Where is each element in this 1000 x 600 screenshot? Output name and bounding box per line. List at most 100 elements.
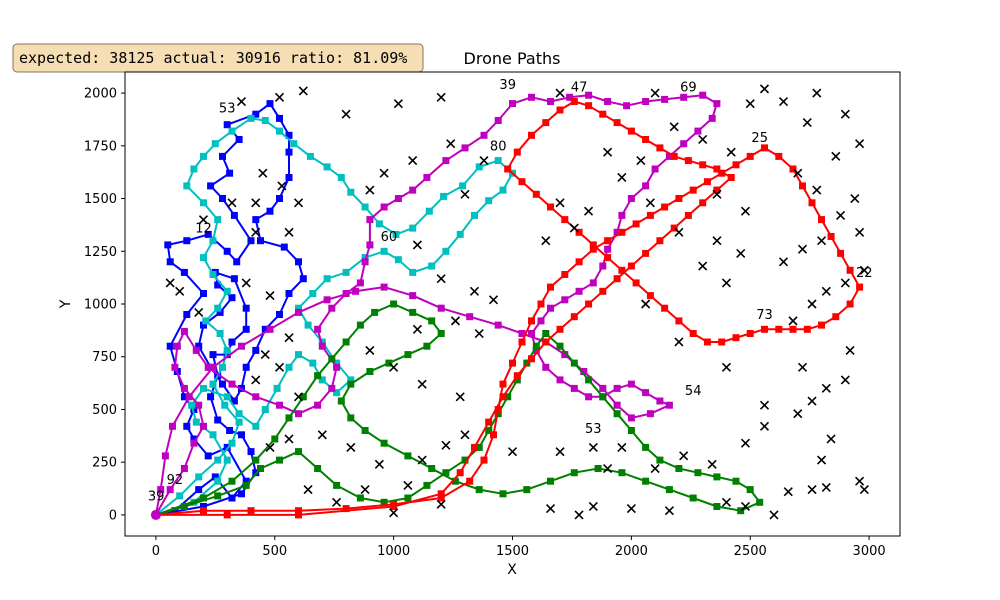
waypoint-marker [337,174,345,181]
unvisited-point [507,447,518,457]
waypoint-marker [642,389,650,397]
unvisited-point [603,463,613,474]
y-tick-label: 250 [92,456,117,471]
unvisited-point [236,96,247,107]
waypoint-marker [190,435,198,443]
waypoint-marker [223,393,231,401]
waypoint-marker [361,203,369,211]
waypoint-marker [333,481,341,489]
x-tick-label: 1000 [377,544,410,559]
unvisited-point [545,504,556,514]
waypoint-marker [209,351,217,359]
waypoint-marker [661,95,669,103]
waypoint-marker [425,207,433,215]
waypoint-marker [323,275,331,283]
unvisited-point [641,299,651,309]
waypoint-marker [684,157,692,165]
waypoint-marker [623,102,631,110]
waypoint-marker [361,427,369,434]
waypoint-marker [599,262,607,270]
unvisited-point [227,198,237,208]
waypoint-marker [518,178,526,186]
waypoint-marker [214,416,222,424]
waypoint-marker [276,401,283,409]
unvisited-point [265,290,275,301]
waypoint-marker [409,186,417,194]
waypoint-marker [409,308,417,316]
waypoint-marker [818,321,825,329]
waypoint-marker [575,287,583,295]
waypoint-marker [285,290,293,297]
waypoint-marker [276,311,283,318]
waypoint-marker [171,507,179,515]
waypoint-marker [342,505,350,513]
waypoint-marker [613,119,621,127]
waypoint-marker [808,199,816,207]
waypoint-marker [618,211,626,219]
unvisited-point [450,316,461,326]
unvisited-point [274,92,285,102]
waypoint-marker [214,304,222,312]
waypoint-marker [318,342,326,350]
waypoint-marker [223,511,231,519]
unvisited-point [284,434,294,444]
waypoint-marker [656,397,664,405]
waypoint-marker [209,363,217,371]
unvisited-point [588,442,598,452]
unvisited-point [859,265,869,275]
waypoint-marker [604,98,612,105]
point-label: 92 [167,473,184,488]
y-tick-label: 1250 [84,245,117,260]
waypoint-marker [703,338,711,346]
unvisited-point [260,350,270,360]
unvisited-point [241,278,251,288]
waypoint-marker [509,359,516,367]
unvisited-point [669,122,679,132]
waypoint-marker [157,486,165,494]
waypoint-marker [314,372,322,380]
unvisited-point [251,375,261,385]
waypoint-marker [200,290,207,297]
waypoint-marker [746,152,754,160]
waypoint-marker [214,281,222,289]
waypoint-marker [756,498,764,506]
waypoint-marker [276,114,283,122]
waypoint-marker [342,268,350,276]
waypoint-marker [180,393,188,401]
waypoint-marker [613,410,621,418]
waypoint-marker [547,477,554,485]
waypoint-marker [799,182,806,190]
waypoint-marker [238,431,245,439]
waypoint-marker [333,389,341,397]
waypoint-marker [713,165,721,173]
waypoint-marker [299,275,307,283]
waypoint-marker [223,456,231,464]
waypoint-marker [295,448,302,456]
unvisited-point [469,286,480,296]
unvisited-point [277,181,287,191]
waypoint-marker [211,473,219,481]
waypoint-marker [285,363,293,371]
unvisited-point [455,392,465,402]
waypoint-marker [618,228,626,236]
waypoint-marker [230,397,238,405]
waypoint-marker [200,152,207,160]
waypoint-marker [475,443,483,451]
waypoint-marker [570,313,578,321]
route-2 [152,114,516,519]
waypoint-marker [537,317,545,325]
waypoint-marker [485,197,493,205]
waypoint-marker [547,203,554,211]
waypoint-marker [475,486,483,494]
waypoint-marker [242,481,250,489]
unvisited-point [584,206,594,216]
unvisited-point [441,440,451,450]
waypoint-marker [423,174,431,181]
waypoint-marker [219,195,226,202]
waypoint-marker [689,330,697,337]
waypoint-marker [528,317,535,325]
waypoint-marker [528,330,535,337]
unvisited-point [707,459,717,469]
